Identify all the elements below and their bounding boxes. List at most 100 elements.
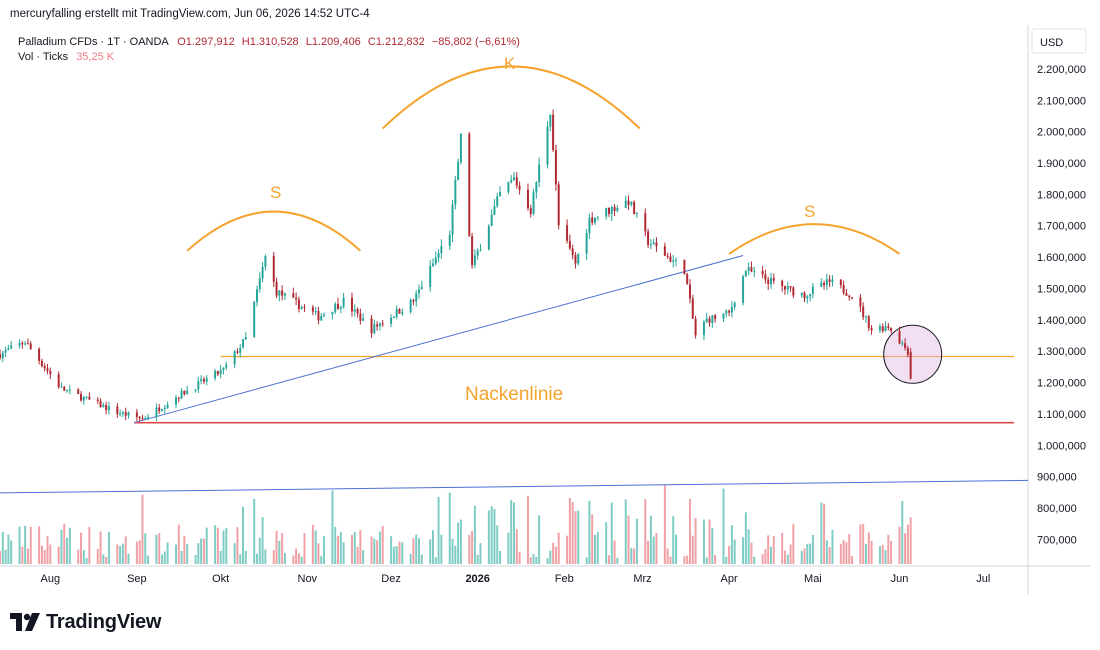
candle-body	[292, 293, 295, 298]
volume-bar	[244, 550, 247, 564]
volume-bar	[362, 550, 365, 564]
volume-bar	[666, 548, 669, 564]
candle-body	[401, 312, 404, 314]
candle-body	[594, 217, 597, 223]
volume-bar	[549, 550, 552, 564]
legend-change: −85,802 (−6,61%)	[432, 36, 520, 48]
volume-bar	[831, 529, 834, 564]
candle-body	[887, 326, 890, 329]
volume-bar	[806, 543, 809, 564]
volume-bar	[38, 526, 41, 564]
volume-bar	[420, 554, 423, 564]
volume-bar	[842, 539, 845, 564]
volume-bar	[479, 543, 482, 564]
volume-bar	[862, 523, 865, 564]
candle-body	[373, 324, 376, 334]
time-tick-label: 2026	[465, 573, 489, 585]
volume-bar	[510, 499, 513, 564]
candle-body	[786, 285, 789, 290]
candle-body	[242, 339, 245, 348]
candle-body	[753, 271, 756, 273]
volume-bar	[85, 558, 88, 564]
volume-bar	[577, 510, 580, 564]
price-chart[interactable]: 700,000 800,000 900,000 1.000,000 1.100,000 1…	[0, 25, 1090, 595]
volume-bar	[107, 531, 110, 564]
volume-bar	[253, 498, 256, 564]
price-axis[interactable]: 700,000 800,000 900,000 1.000,000 1.100,000 1…	[1037, 33, 1086, 547]
currency-badge[interactable]: USD	[1040, 37, 1063, 49]
candle-body	[49, 371, 52, 375]
volume-bar	[571, 502, 574, 564]
volume-bar	[295, 548, 298, 564]
volume-bar	[278, 540, 281, 564]
candle-body	[675, 259, 678, 261]
volume-bar	[147, 555, 150, 564]
candle-body	[596, 216, 599, 218]
legend-high: H1.310,528	[242, 36, 299, 48]
volume-bar	[26, 548, 29, 564]
candle-body	[350, 297, 353, 312]
candle-body	[429, 265, 432, 287]
candle-body	[476, 250, 479, 256]
volume-bar	[728, 546, 731, 564]
volume-bars	[0, 485, 912, 564]
candle-body	[672, 260, 675, 262]
volume-bar	[890, 540, 893, 564]
volume-bar	[594, 534, 597, 564]
volume-bar	[158, 533, 161, 564]
candle-body	[535, 182, 538, 193]
tradingview-logo[interactable]: TradingView	[10, 610, 161, 634]
candle-body	[725, 310, 728, 314]
candle-body	[652, 242, 655, 245]
volume-bar	[46, 536, 49, 564]
volume-bar	[281, 533, 284, 564]
candle-body	[381, 323, 384, 325]
volume-bar	[457, 522, 460, 564]
volume-bar	[88, 527, 91, 564]
candle-body	[57, 374, 60, 387]
volume-bar	[331, 490, 334, 564]
candle-body	[200, 379, 203, 382]
volume-bar	[102, 554, 105, 564]
candle-body	[577, 253, 580, 264]
volume-bar	[529, 557, 532, 564]
candle-body	[4, 350, 7, 353]
volume-bar	[337, 535, 340, 564]
candle-body	[878, 326, 881, 331]
candle-body	[870, 328, 873, 331]
candle-body	[630, 201, 633, 205]
candle-body	[809, 293, 812, 297]
candle-body	[554, 149, 557, 185]
volume-bar	[57, 546, 60, 564]
volume-bar	[864, 543, 867, 564]
time-tick-label: Nov	[298, 573, 318, 585]
volume-bar	[323, 536, 326, 564]
candle-body	[412, 299, 415, 302]
volume-bar	[77, 549, 80, 564]
candle-body	[549, 114, 552, 127]
volume-bar	[630, 547, 633, 564]
candle-body	[141, 418, 144, 420]
price-tick-label: 1.400,000	[1037, 315, 1086, 327]
volume-bar	[43, 550, 46, 564]
candle-body	[728, 310, 731, 313]
legend-volume-label: Vol · Ticks	[18, 51, 69, 63]
legend-low: L1.209,406	[306, 36, 361, 48]
volume-bar	[1, 532, 4, 564]
candle-body	[479, 249, 482, 251]
candle-body	[303, 306, 306, 308]
candle-body	[409, 299, 412, 313]
legend-close: C1.212,832	[368, 36, 425, 48]
candle-body	[767, 279, 770, 285]
candle-body	[859, 297, 862, 307]
candle-body	[1, 352, 4, 359]
volume-bar	[242, 506, 245, 564]
candle-body	[370, 318, 373, 334]
time-axis[interactable]: Aug Sep Okt Nov Dez 2026 Feb Mrz Apr Mai Jun Jul	[40, 573, 990, 585]
candle-body	[77, 389, 80, 395]
volume-bar	[507, 532, 510, 564]
volume-bar	[499, 550, 502, 564]
candle-body	[490, 214, 493, 227]
volume-bar	[219, 551, 222, 564]
volume-bar	[770, 546, 772, 564]
